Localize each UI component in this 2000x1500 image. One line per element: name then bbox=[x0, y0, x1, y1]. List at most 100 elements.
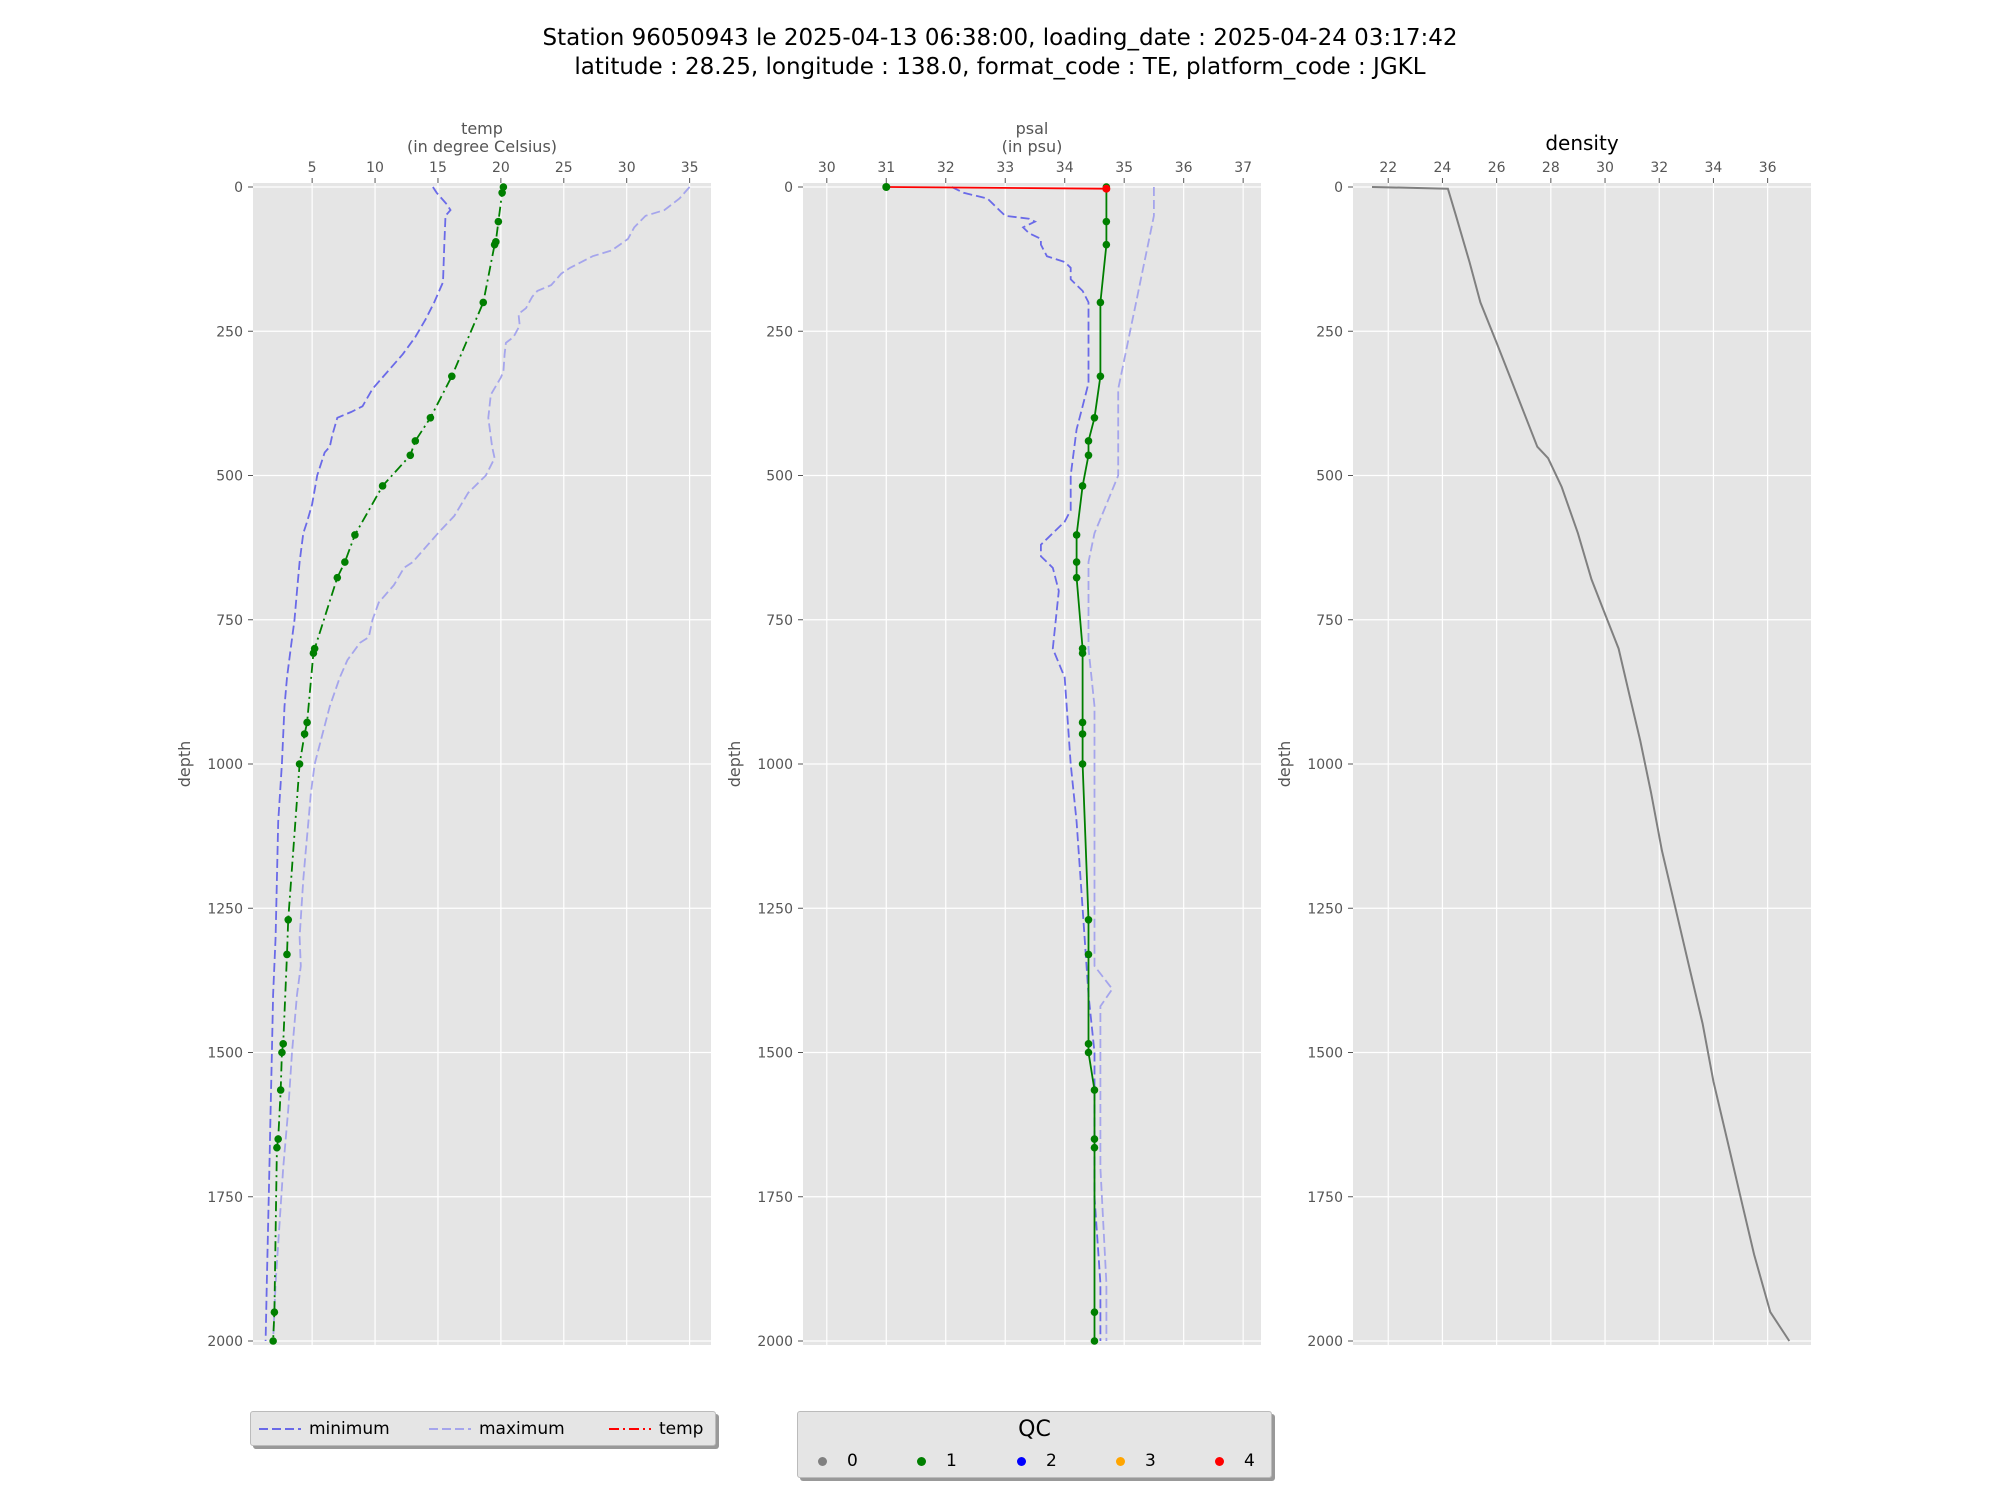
qc-legend-item-3: 3 bbox=[1116, 1451, 1156, 1471]
y-axis-label: depth bbox=[1275, 741, 1294, 788]
qc-legend: QC 0 1 2 3 4 bbox=[797, 1411, 1272, 1478]
series-legend: minimum maximum temp bbox=[250, 1411, 716, 1446]
data-point-temp bbox=[284, 915, 293, 924]
data-point-psal bbox=[1084, 915, 1093, 924]
x-tick-label: 30 bbox=[618, 160, 636, 176]
qc-legend-item-2: 2 bbox=[1017, 1451, 1057, 1471]
data-point-temp bbox=[276, 1086, 285, 1094]
y-tick-label: 750 bbox=[766, 613, 793, 629]
x-tick-label: 5 bbox=[308, 160, 317, 176]
y-tick-label: 1250 bbox=[757, 901, 793, 917]
y-axis-label: depth bbox=[725, 741, 744, 788]
data-point-psal bbox=[1102, 240, 1111, 249]
panel-title: psal (in psu) bbox=[1002, 119, 1063, 156]
data-point-psal bbox=[1084, 1040, 1093, 1048]
panel-title-line: (in psu) bbox=[1002, 137, 1063, 156]
x-tick-label: 33 bbox=[996, 160, 1014, 176]
data-point-temp bbox=[494, 217, 503, 226]
data-point-psal bbox=[1072, 558, 1081, 566]
data-point-temp bbox=[333, 573, 342, 582]
data-point-psal bbox=[1090, 414, 1099, 422]
y-tick-label: 1250 bbox=[207, 901, 243, 917]
legend-item-temp: temp bbox=[609, 1419, 703, 1439]
data-point-psal bbox=[1096, 372, 1105, 381]
qc-label-0: 0 bbox=[847, 1451, 858, 1471]
y-tick-label: 1000 bbox=[757, 757, 793, 773]
legend-swatch-maximum bbox=[429, 1428, 471, 1430]
panel-title-line: temp bbox=[461, 119, 503, 138]
y-tick-label: 500 bbox=[1316, 469, 1343, 485]
data-point-temp bbox=[341, 558, 349, 566]
y-tick-label: 500 bbox=[766, 469, 793, 485]
y-tick-label: 1500 bbox=[1307, 1046, 1343, 1062]
data-point-temp bbox=[269, 1337, 277, 1345]
legend-swatch-temp bbox=[609, 1428, 651, 1430]
qc-label-3: 3 bbox=[1145, 1451, 1156, 1471]
x-tick-label: 36 bbox=[1759, 160, 1777, 176]
data-point-psal bbox=[1078, 730, 1087, 738]
y-tick-label: 1500 bbox=[207, 1046, 243, 1062]
x-tick-label: 36 bbox=[1175, 160, 1193, 176]
x-tick-label: 26 bbox=[1488, 160, 1506, 176]
data-point-temp bbox=[406, 451, 415, 460]
y-tick-label: 750 bbox=[1316, 613, 1343, 629]
x-tick-label: 34 bbox=[1705, 160, 1723, 176]
data-point-temp bbox=[499, 183, 508, 191]
data-point-psal bbox=[1078, 718, 1087, 727]
data-point-temp bbox=[498, 188, 506, 197]
y-tick-label: 1750 bbox=[207, 1190, 243, 1206]
legend-label-minimum: minimum bbox=[309, 1419, 390, 1439]
data-point-psal bbox=[1072, 573, 1081, 582]
data-point-psal bbox=[1090, 1086, 1099, 1094]
title-line-1: Station 96050943 le 2025-04-13 06:38:00,… bbox=[542, 25, 1458, 51]
data-point-temp bbox=[448, 372, 456, 381]
y-tick-label: 250 bbox=[216, 324, 243, 340]
qc-legend-title: QC bbox=[1018, 1417, 1051, 1442]
y-axis-label: depth bbox=[175, 741, 194, 788]
data-point-psal bbox=[1096, 298, 1105, 307]
data-point-psal bbox=[1084, 451, 1093, 460]
y-tick-label: 1500 bbox=[757, 1046, 793, 1062]
qc-dot-4 bbox=[1215, 1456, 1224, 1466]
qc-label-2: 2 bbox=[1046, 1451, 1057, 1471]
x-tick-label: 31 bbox=[877, 160, 895, 176]
data-point-temp bbox=[270, 1308, 279, 1316]
data-point-psal bbox=[1084, 950, 1093, 959]
x-tick-label: 10 bbox=[366, 160, 384, 176]
x-tick-label: 35 bbox=[1115, 160, 1133, 176]
qc-legend-item-4: 4 bbox=[1215, 1451, 1255, 1471]
y-tick-label: 500 bbox=[216, 469, 243, 485]
panel-title-line: (in degree Celsius) bbox=[407, 137, 557, 156]
data-point-psal bbox=[1084, 437, 1093, 445]
y-tick-label: 1000 bbox=[207, 757, 243, 773]
x-tick-label: 24 bbox=[1434, 160, 1452, 176]
data-point-temp bbox=[273, 1143, 281, 1152]
data-point-temp bbox=[295, 760, 304, 768]
qc-dot-2 bbox=[1017, 1456, 1026, 1466]
panel-title: temp (in degree Celsius) bbox=[407, 119, 557, 156]
x-tick-label: 32 bbox=[1650, 160, 1668, 176]
data-point-temp bbox=[378, 482, 387, 490]
y-tick-label: 2000 bbox=[757, 1334, 793, 1350]
data-point-psal bbox=[1084, 1048, 1093, 1057]
x-tick-label: 22 bbox=[1379, 160, 1397, 176]
x-tick-label: 15 bbox=[429, 160, 447, 176]
data-point-psal bbox=[1078, 649, 1087, 658]
x-tick-label: 28 bbox=[1542, 160, 1560, 176]
qc-label-4: 4 bbox=[1244, 1451, 1255, 1471]
legend-label-temp: temp bbox=[659, 1419, 704, 1439]
qc-flag-point-4 bbox=[1102, 184, 1111, 193]
data-point-psal bbox=[1078, 760, 1087, 768]
y-tick-label: 1000 bbox=[1307, 757, 1343, 773]
data-point-temp bbox=[300, 730, 309, 738]
panel-title-line: psal bbox=[1016, 119, 1049, 138]
data-point-psal bbox=[1102, 217, 1111, 226]
y-tick-label: 2000 bbox=[207, 1334, 243, 1350]
panel-title: density bbox=[1545, 131, 1618, 155]
data-point-psal bbox=[1078, 482, 1087, 490]
legend-item-minimum: minimum bbox=[259, 1419, 390, 1439]
qc-legend-item-1: 1 bbox=[917, 1451, 957, 1471]
x-tick-label: 32 bbox=[937, 160, 955, 176]
figure-title: Station 96050943 le 2025-04-13 06:38:00,… bbox=[0, 24, 2000, 82]
